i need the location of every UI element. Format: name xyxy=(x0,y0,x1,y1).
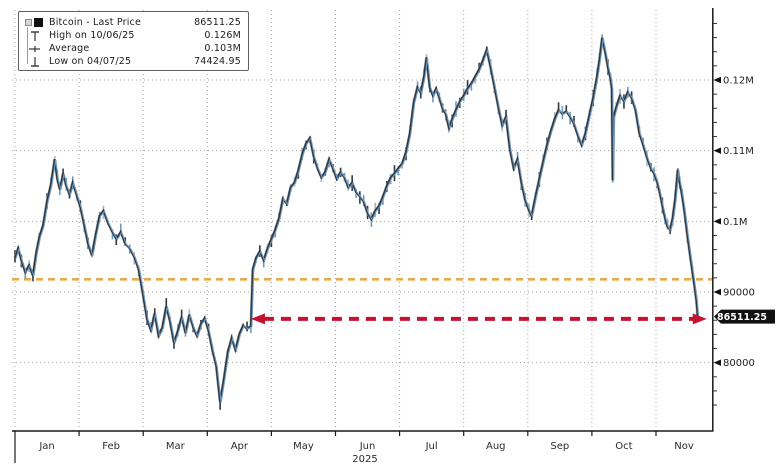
x-axis-label: Apr xyxy=(231,441,249,452)
legend-row-average: Average 0.103M xyxy=(23,42,241,55)
y-axis-label: 0.12M xyxy=(723,76,754,87)
x-axis-label: Oct xyxy=(615,441,632,452)
y-axis-label: 0.11M xyxy=(723,146,754,157)
level-arrow-left-head xyxy=(250,313,265,325)
legend-value: 74424.95 xyxy=(194,56,241,67)
legend-label: Bitcoin - Last Price xyxy=(49,17,142,28)
legend-row-high: High on 10/06/25 0.126M xyxy=(23,29,241,42)
legend-value: 86511.25 xyxy=(194,17,241,28)
low-marker-icon xyxy=(23,56,49,68)
legend-row-low: Low on 04/07/25 74424.95 xyxy=(23,55,241,68)
legend-box: Bitcoin - Last Price 86511.25 High on 10… xyxy=(18,11,249,71)
x-axis-label: Jul xyxy=(425,441,438,452)
legend-value: 0.103M xyxy=(204,43,241,54)
y-tick-arrow xyxy=(713,147,721,154)
legend-label: High on 10/06/25 xyxy=(49,30,135,41)
x-axis-label: Feb xyxy=(102,441,120,452)
y-axis-label: 0.1M xyxy=(723,217,748,228)
x-axis-label: Aug xyxy=(486,441,506,452)
legend-row-last-price: Bitcoin - Last Price 86511.25 xyxy=(23,16,241,29)
last-price-tag xyxy=(714,309,775,324)
legend-label: Average xyxy=(49,43,90,54)
last-price-tag-text: 86511.25 xyxy=(717,312,767,323)
price-line-dark xyxy=(14,37,699,403)
y-tick-arrow xyxy=(713,76,721,84)
legend-value: 0.126M xyxy=(204,30,241,41)
x-axis-label: Sep xyxy=(550,441,569,452)
average-marker-icon xyxy=(23,43,49,55)
x-axis-label: Mar xyxy=(166,441,186,452)
series-swatch-icon xyxy=(23,18,49,27)
legend-bracket xyxy=(27,27,28,64)
price-line-blue xyxy=(15,37,700,403)
y-axis-label: 80000 xyxy=(723,358,755,369)
y-tick-arrow xyxy=(713,359,721,366)
y-tick-arrow xyxy=(713,218,721,225)
x-axis-label: Nov xyxy=(674,441,694,452)
x-axis-label: Jan xyxy=(38,441,54,452)
y-tick-arrow xyxy=(713,288,721,296)
high-marker-icon xyxy=(23,30,49,42)
year-label: 2025 xyxy=(352,454,377,465)
level-arrow-right-head xyxy=(692,313,707,325)
x-axis-label: May xyxy=(293,441,314,452)
y-axis-label: 90000 xyxy=(723,288,755,299)
x-axis-label: Jun xyxy=(359,441,376,452)
legend-label: Low on 04/07/25 xyxy=(49,56,132,67)
